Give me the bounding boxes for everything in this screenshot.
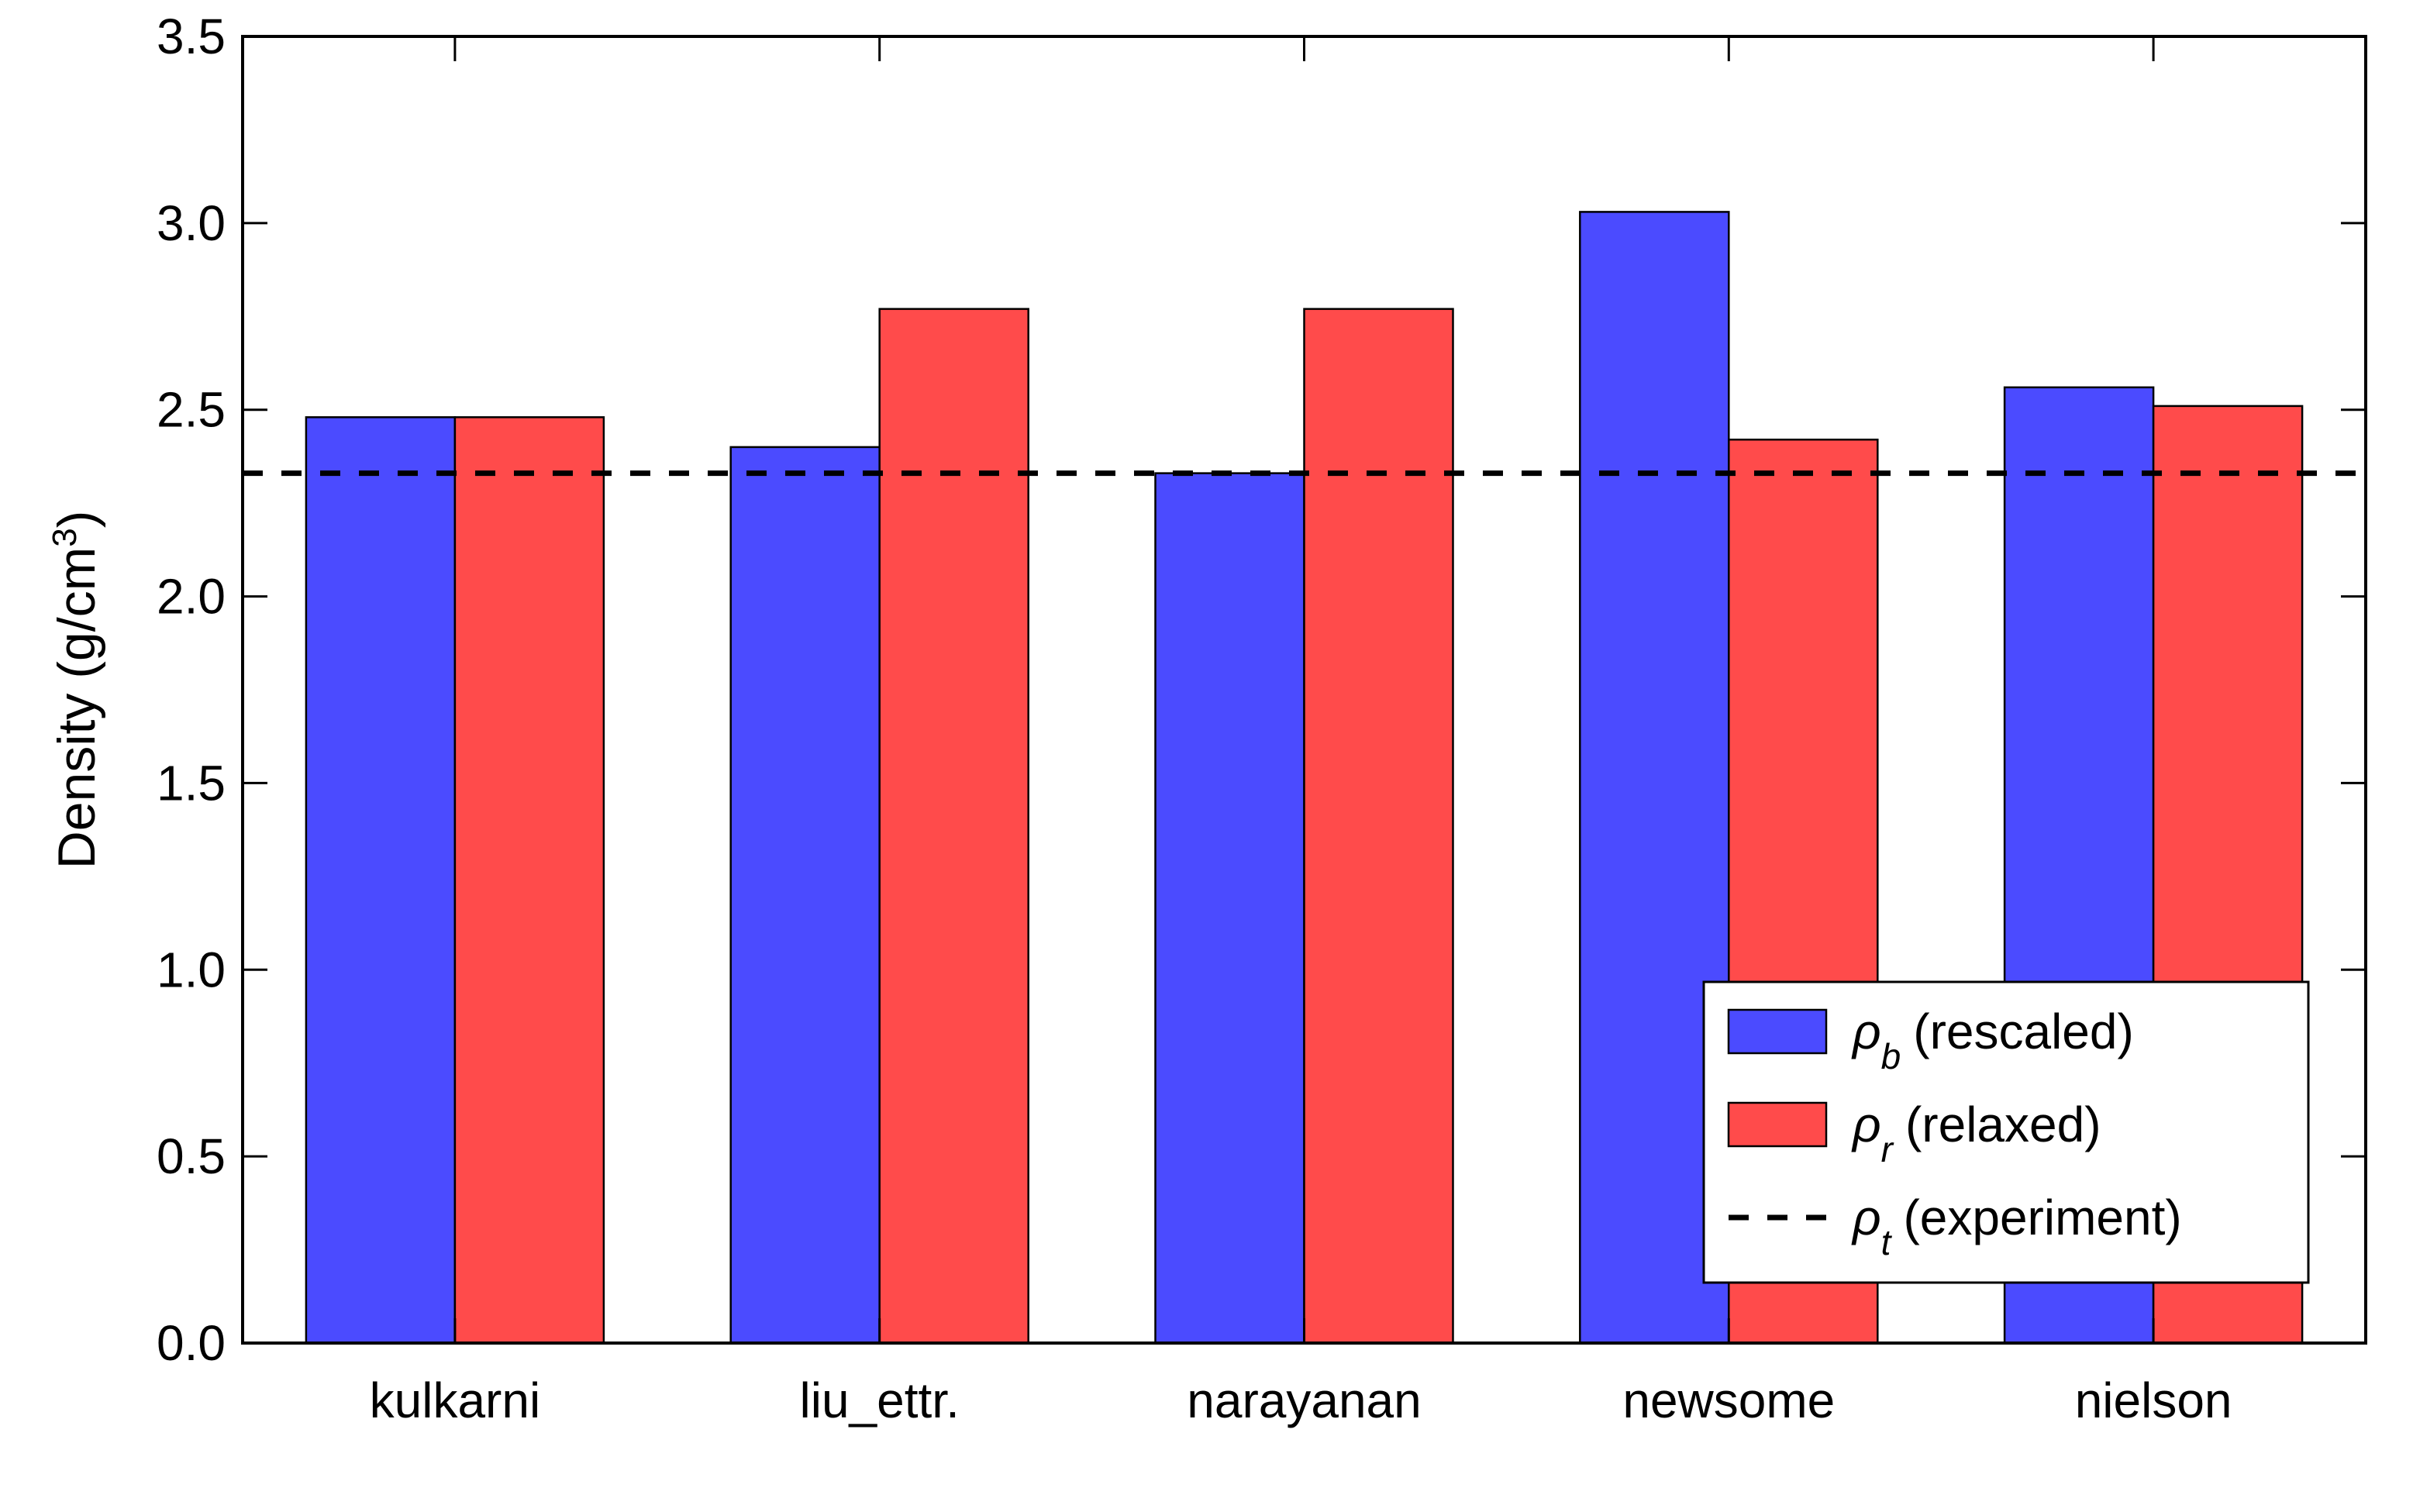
legend-text: (experiment): [1903, 1190, 2181, 1245]
x-tick-label: nielson: [2075, 1373, 2232, 1428]
ticks-layer: kulkarni liu_ettr. narayanan newsome nielson…: [157, 9, 2366, 1428]
x-tick-label: narayanan: [1187, 1373, 1421, 1428]
y-tick-label: 1.5: [157, 755, 226, 811]
y-tick-label: 3.0: [157, 195, 226, 251]
y-tick-label: 3.5: [157, 9, 226, 64]
x-tick-label: newsome: [1622, 1373, 1835, 1428]
legend-symbol: ρ: [1851, 1097, 1881, 1152]
bar-rescaled-kulkarni: [305, 416, 457, 1345]
legend-label-relaxed: ρr (relaxed): [1851, 1097, 2101, 1169]
x-tick-label: liu_ettr.: [800, 1373, 960, 1428]
y-axis-title-superscript: 3: [46, 528, 84, 546]
y-axis-title-main: Density (g/cm: [47, 547, 106, 870]
legend-subscript: r: [1881, 1129, 1894, 1169]
legend-symbol: ρ: [1851, 1190, 1881, 1245]
legend-text: (relaxed): [1905, 1097, 2101, 1152]
legend-text: (rescaled): [1913, 1004, 2134, 1059]
y-tick-label: 0.5: [157, 1128, 226, 1184]
legend-subscript: t: [1881, 1222, 1893, 1262]
bar-relaxed-liuettr: [878, 308, 1029, 1345]
y-tick-label: 2.5: [157, 382, 226, 438]
bar-rescaled-liuettr: [729, 446, 881, 1345]
y-axis-title: Density (g/cm3): [46, 511, 107, 870]
bar-rescaled-narayanan: [1154, 472, 1305, 1345]
y-tick-label: 2.0: [157, 569, 226, 625]
bar-relaxed-kulkarni: [453, 416, 605, 1345]
x-tick-label: kulkarni: [370, 1373, 541, 1428]
legend-label-rescaled: ρb (rescaled): [1851, 1004, 2134, 1076]
legend-label-experiment: ρt (experiment): [1851, 1190, 2182, 1262]
legend-swatch-rescaled: [1727, 1008, 1828, 1055]
legend-swatch-relaxed: [1727, 1101, 1828, 1148]
y-tick-label: 0.0: [157, 1315, 226, 1371]
bar-relaxed-narayanan: [1303, 308, 1454, 1345]
legend-subscript: b: [1881, 1036, 1901, 1076]
legend-symbol: ρ: [1851, 1004, 1881, 1059]
y-tick-label: 1.0: [157, 942, 226, 997]
y-axis-title-suffix: ): [47, 511, 106, 529]
legend: ρb (rescaled) ρr (relaxed) ρt (experiment): [1702, 980, 2310, 1284]
